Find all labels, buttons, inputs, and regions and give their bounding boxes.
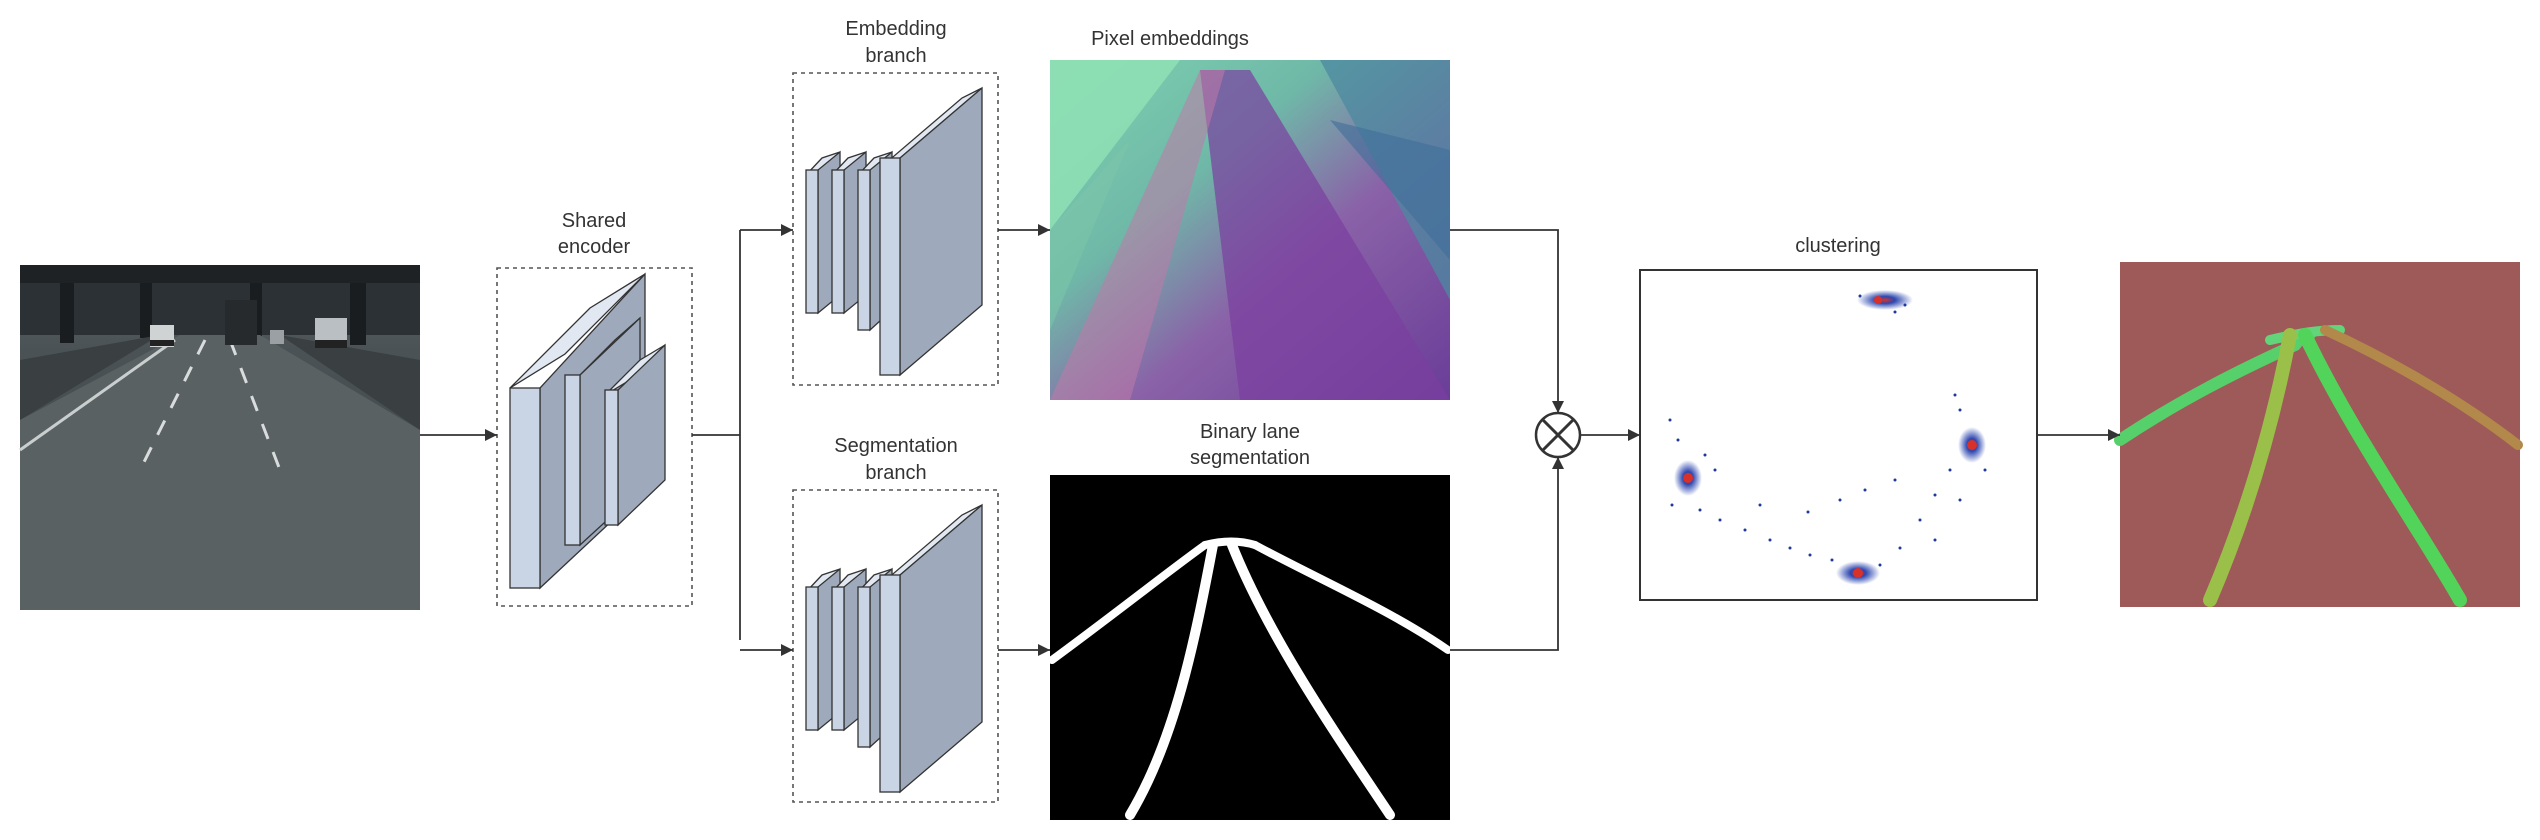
embedding-branch-layers [805,86,983,377]
shared-encoder-label: Shared [562,210,627,232]
scatter-points [1668,294,1987,567]
shared-encoder-box: Shared encoder [496,210,693,607]
segmentation-branch-box: Segmentation branch [792,435,999,803]
cluster-left [1674,460,1702,496]
pixel-embeddings-label: Pixel embeddings [1091,28,1249,50]
segmentation-branch-layers [805,503,983,794]
binary-segmentation-label: segmentation [1190,447,1310,469]
embedding-branch-box: Embedding branch [792,18,999,386]
clustering-plot: clustering [1639,235,2038,601]
clustering-label: clustering [1795,235,1881,257]
input-road-image [19,265,420,610]
binary-segmentation-label: Binary lane [1200,421,1300,443]
pixel-embeddings-image: Pixel embeddings [1050,28,1450,400]
output-instance-segmentation-image [2114,262,2523,607]
cluster-right [1958,427,1986,463]
circle-times-icon [1534,411,1582,459]
connector-lines [420,224,2120,656]
binary-lane-segmentation-image: Binary lane segmentation [1048,421,1452,820]
shared-encoder-label: encoder [558,236,631,258]
segmentation-branch-label: Segmentation [834,435,957,457]
cluster-bottom [1836,561,1880,585]
encoder-layer [604,343,666,527]
embedding-branch-label: branch [865,45,926,67]
cluster-top [1857,290,1913,310]
embedding-branch-label: Embedding [845,18,946,40]
segmentation-branch-label: branch [865,462,926,484]
